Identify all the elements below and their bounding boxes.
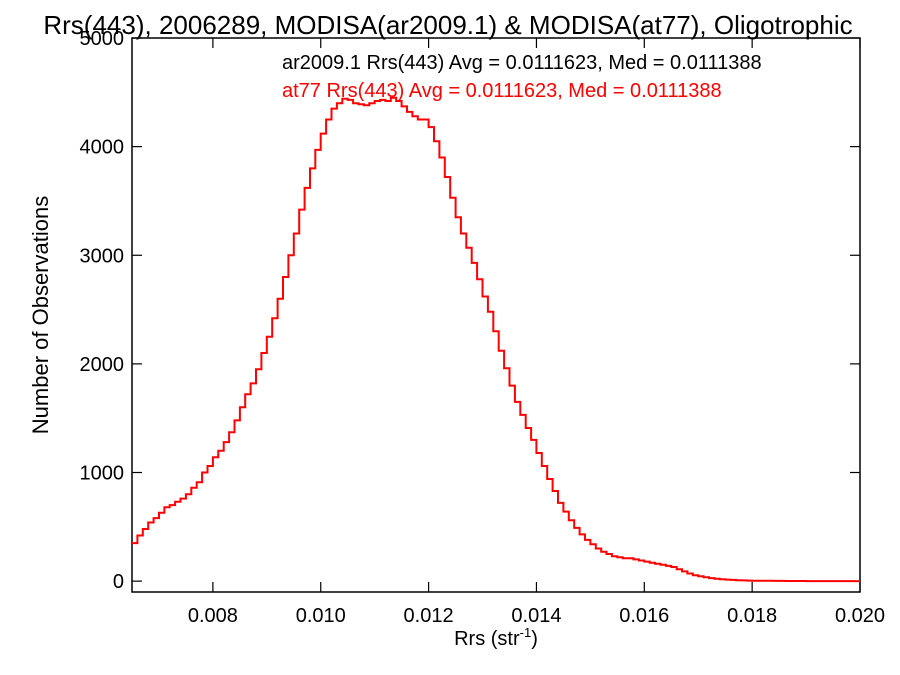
y-axis: 0 1000 2000 3000 4000 5000: [80, 28, 860, 593]
x-tick-label: 0.016: [619, 605, 669, 627]
x-axis-label: Rrs (str-1): [454, 625, 538, 650]
y-tick-label: 0: [113, 571, 124, 593]
x-tick-label: 0.008: [188, 605, 238, 627]
series-line: [132, 96, 860, 583]
y-tick-label: 3000: [80, 245, 125, 267]
chart-title: Rrs(443), 2006289, MODISA(ar2009.1) & MO…: [43, 10, 852, 40]
plot-frame: [131, 37, 861, 593]
x-tick-label: 0.012: [404, 605, 454, 627]
y-tick-label: 2000: [80, 354, 125, 376]
x-axis-label-end: ): [531, 628, 538, 650]
y-tick-label: 4000: [80, 137, 125, 159]
x-tick-label: 0.014: [511, 605, 561, 627]
y-axis-label: Number of Observations: [28, 196, 53, 434]
annotation-ar2009: ar2009.1 Rrs(443) Avg = 0.0111623, Med =…: [282, 52, 762, 74]
y-tick-label: 5000: [80, 28, 125, 50]
x-axis-label-text: Rrs (str: [454, 628, 520, 650]
y-tick-label: 1000: [80, 463, 125, 485]
x-axis: 0.008 0.010 0.012 0.014 0.016 0.018 0.020: [188, 38, 885, 627]
x-tick-label: 0.018: [727, 605, 777, 627]
x-tick-label: 0.020: [835, 605, 885, 627]
x-tick-label: 0.010: [296, 605, 346, 627]
x-axis-label-sup: -1: [520, 625, 532, 640]
annotation-at77: at77 Rrs(443) Avg = 0.0111623, Med = 0.0…: [282, 80, 722, 102]
